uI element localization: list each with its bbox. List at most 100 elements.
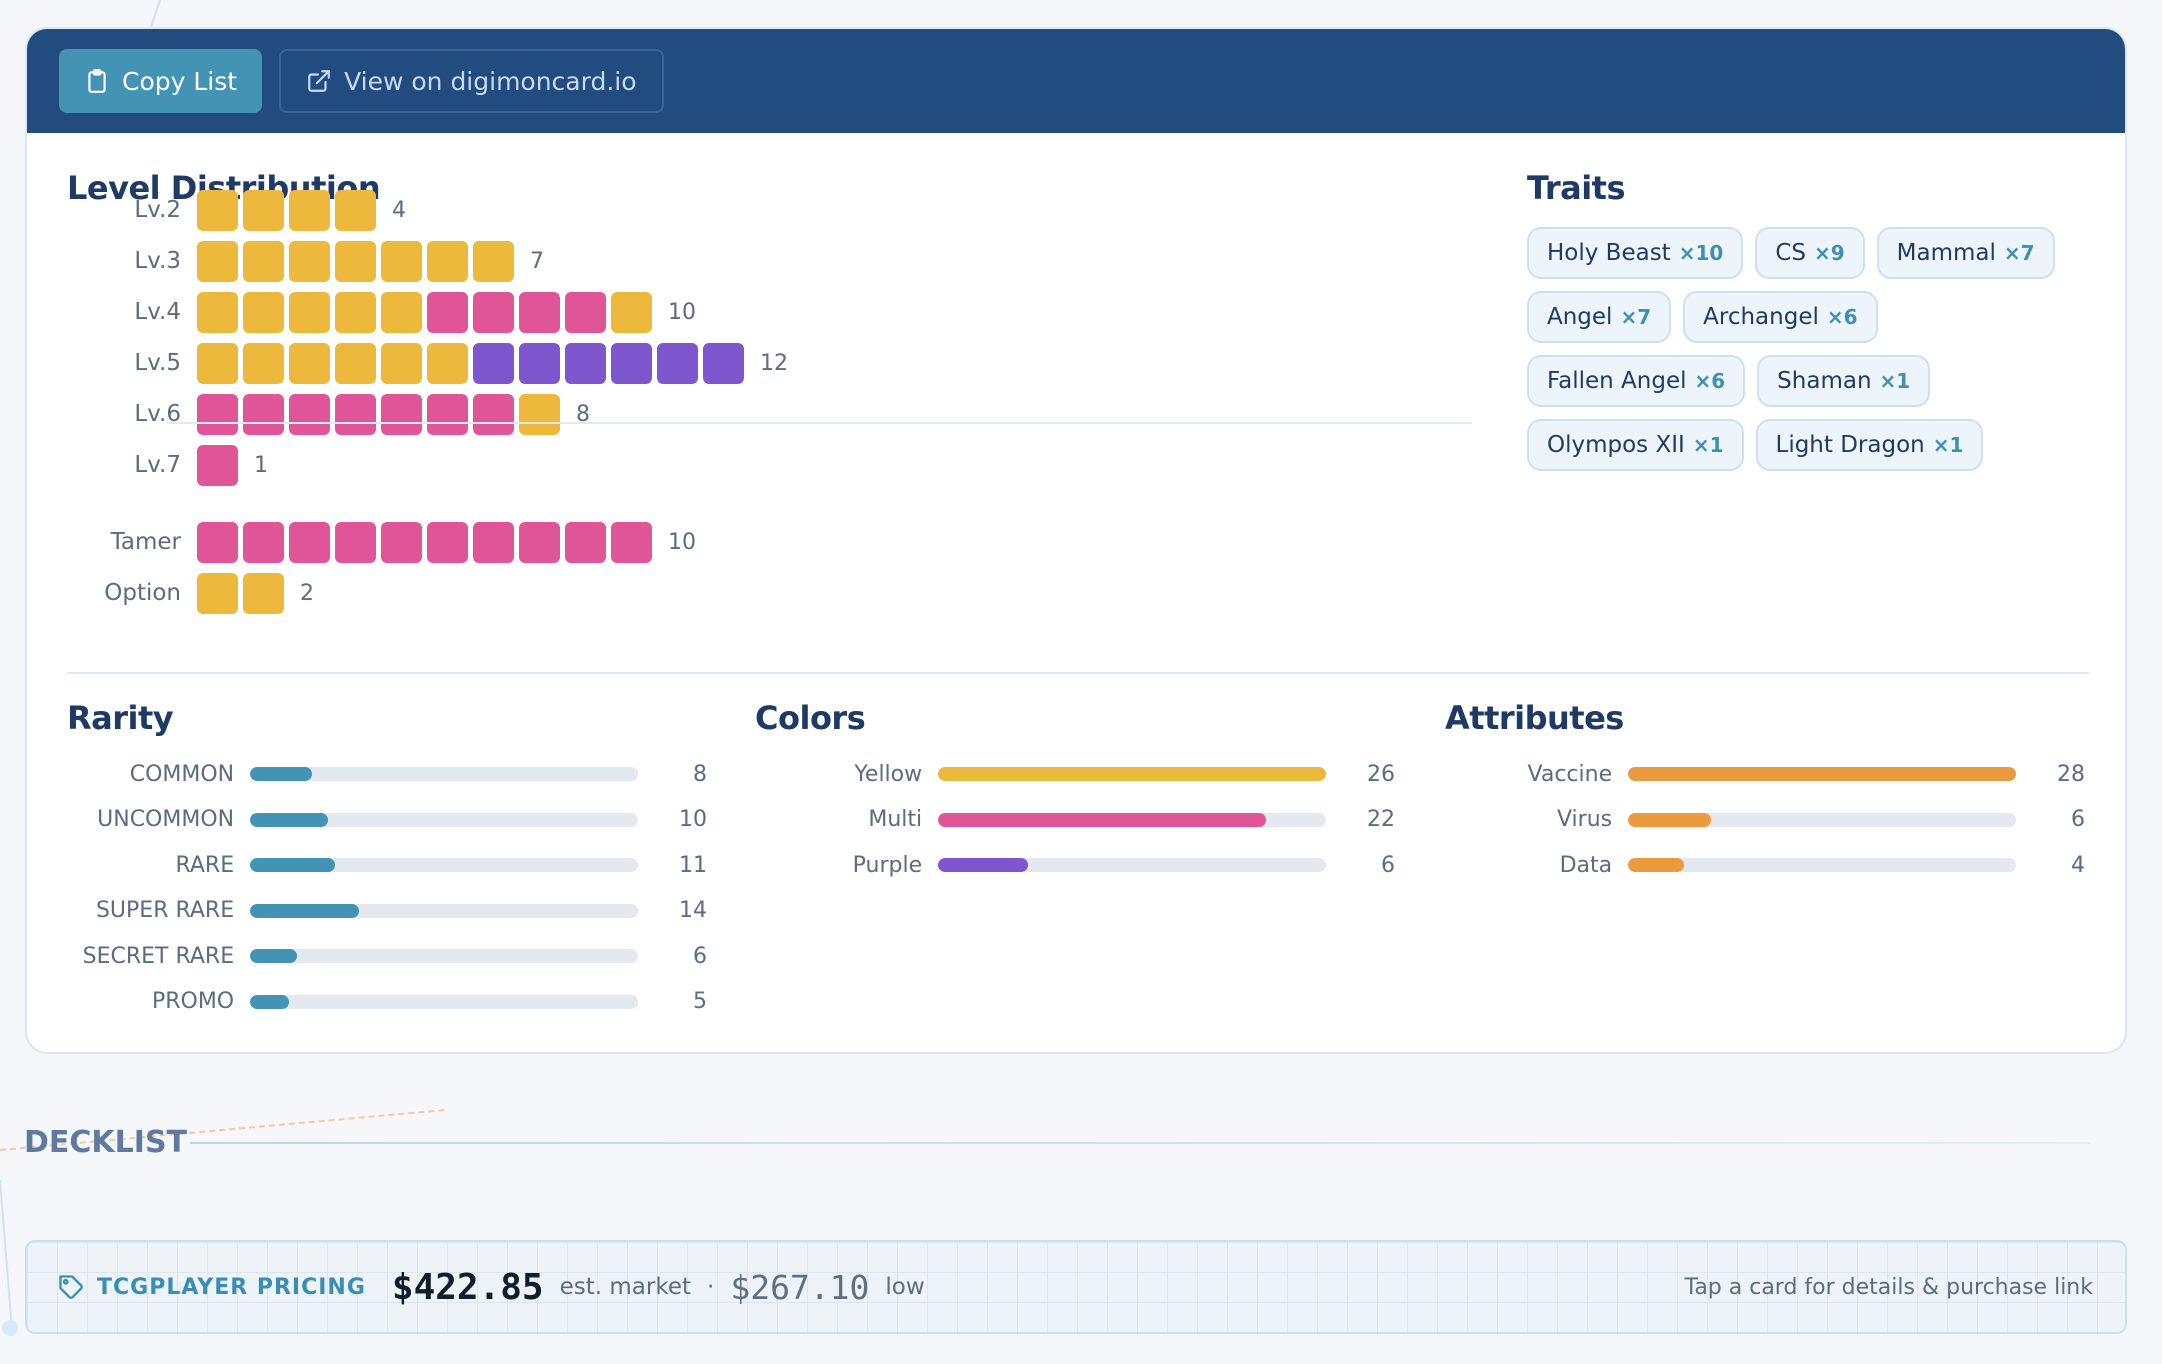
rarity-row-count: 6 xyxy=(693,943,707,969)
level-distribution-section: Level Distribution Lv.2 4 Lv.3 7 Lv.4 10 Lv.5 1… xyxy=(67,169,1507,614)
level-pip xyxy=(519,342,560,384)
level-row-label: Lv.7 xyxy=(134,452,181,478)
rarity-bar-fill xyxy=(250,949,297,963)
traits-title: Traits xyxy=(1527,169,1626,207)
trait-chip[interactable]: Light Dragon ×1 xyxy=(1755,419,1984,471)
level-pip xyxy=(473,393,514,435)
rarity-row: SECRET RARE 6 xyxy=(67,941,707,971)
market-price: $422.85 xyxy=(391,1266,544,1308)
level-pip xyxy=(427,393,468,435)
attributes-title: Attributes xyxy=(1445,699,1624,737)
rarity-row-count: 10 xyxy=(679,807,707,832)
rarity-bar-track xyxy=(250,903,638,918)
level-row-label: Lv.2 xyxy=(134,197,181,223)
level-row-pips xyxy=(197,393,560,435)
level-pip xyxy=(519,291,560,333)
trait-chip[interactable]: Angel ×7 xyxy=(1527,291,1672,343)
attributes-row-label: Virus xyxy=(1556,807,1613,832)
rarity-bar-track xyxy=(250,812,638,827)
attributes-row-label: Data xyxy=(1559,852,1613,878)
copy-list-button[interactable]: Copy List xyxy=(59,49,263,113)
attributes-row-count: 6 xyxy=(2071,807,2085,832)
colors-row: Purple 6 xyxy=(755,850,1395,880)
level-pip xyxy=(197,342,238,384)
level-pip xyxy=(197,189,238,231)
level-row-count: 8 xyxy=(576,401,590,427)
level-pip xyxy=(243,393,284,435)
level-pip xyxy=(473,291,514,333)
level-row-count: 7 xyxy=(530,248,544,274)
trait-chip[interactable]: Mammal ×7 xyxy=(1876,227,2055,279)
trait-name: Light Dragon xyxy=(1775,432,1925,458)
level-row: Lv.7 1 xyxy=(67,444,268,486)
level-pip xyxy=(243,291,284,333)
level-row-pips xyxy=(197,521,652,563)
trait-name: CS xyxy=(1775,240,1806,266)
attributes-row: Data 4 xyxy=(1445,850,2085,880)
rarity-row-count: 8 xyxy=(693,761,707,787)
level-row-pips xyxy=(197,444,238,486)
level-pip xyxy=(289,342,330,384)
trait-chips: Holy Beast ×10 CS ×9 Mammal ×7 Angel ×7 Archange… xyxy=(1527,227,2107,471)
level-pip xyxy=(335,393,376,435)
level-row: Option 2 xyxy=(67,572,314,614)
colors-bar-fill xyxy=(938,858,1028,872)
rarity-title: Rarity xyxy=(67,699,174,737)
level-row-pips xyxy=(197,572,284,614)
level-pip xyxy=(197,393,238,435)
attributes-row-label: Vaccine xyxy=(1527,761,1613,787)
trait-count: ×7 xyxy=(2003,241,2035,265)
trait-chip[interactable]: Holy Beast ×10 xyxy=(1527,227,1744,279)
level-row: Lv.2 4 xyxy=(67,189,406,231)
level-pip xyxy=(381,521,422,563)
trait-chip[interactable]: CS ×9 xyxy=(1755,227,1865,279)
colors-bar-fill xyxy=(938,812,1267,827)
section-divider xyxy=(67,672,2089,674)
rarity-bar-track xyxy=(250,858,638,872)
trait-chip[interactable]: Shaman ×1 xyxy=(1757,355,1931,407)
trait-count: ×1 xyxy=(1932,433,1964,457)
rarity-bar-fill xyxy=(250,903,359,918)
colors-row-count: 6 xyxy=(1381,852,1395,878)
level-pip xyxy=(381,393,422,435)
level-row-count: 4 xyxy=(392,197,406,223)
level-pip xyxy=(335,521,376,563)
level-pip xyxy=(335,342,376,384)
deck-toolbar: Copy List View on digimoncard.io xyxy=(27,29,2125,133)
level-pip xyxy=(243,521,284,563)
level-pip xyxy=(519,521,560,563)
trait-name: Angel xyxy=(1547,304,1613,330)
level-pip xyxy=(565,342,606,384)
rarity-bar-track xyxy=(250,949,638,963)
level-pip xyxy=(243,189,284,231)
trait-count: ×1 xyxy=(1879,369,1911,393)
level-row-pips xyxy=(197,189,376,231)
rarity-bar-fill xyxy=(250,858,336,872)
level-pip xyxy=(611,342,652,384)
decklist-heading: DECKLIST xyxy=(24,1125,188,1160)
level-pip xyxy=(427,342,468,384)
level-pip xyxy=(289,240,330,282)
trait-count: ×7 xyxy=(1620,305,1652,329)
copy-list-label: Copy List xyxy=(122,66,238,96)
level-pip xyxy=(197,521,238,563)
trait-name: Fallen Angel xyxy=(1547,368,1687,394)
attributes-section: Attributes Vaccine 28 Virus 6 Data 4 xyxy=(1445,699,2085,878)
market-price-note: est. market xyxy=(559,1274,692,1300)
trait-chip[interactable]: Archangel ×6 xyxy=(1683,291,1878,343)
view-on-digimoncard-label: View on digimoncard.io xyxy=(344,66,637,96)
rarity-row-count: 14 xyxy=(679,898,707,923)
level-pip xyxy=(289,291,330,333)
level-pip xyxy=(381,291,422,333)
level-pip xyxy=(427,240,468,282)
view-on-digimoncard-button[interactable]: View on digimoncard.io xyxy=(279,49,664,113)
colors-row-count: 26 xyxy=(1367,761,1395,787)
attributes-bar-track xyxy=(1628,767,2016,781)
trait-chip[interactable]: Fallen Angel ×6 xyxy=(1527,355,1746,407)
trait-chip[interactable]: Olympos XII ×1 xyxy=(1527,419,1744,471)
rarity-bar-fill xyxy=(250,767,313,781)
rarity-row-count: 11 xyxy=(679,852,707,878)
attributes-bar-fill xyxy=(1628,767,2016,781)
trait-name: Archangel xyxy=(1703,304,1819,330)
rarity-bar-track xyxy=(250,767,638,781)
